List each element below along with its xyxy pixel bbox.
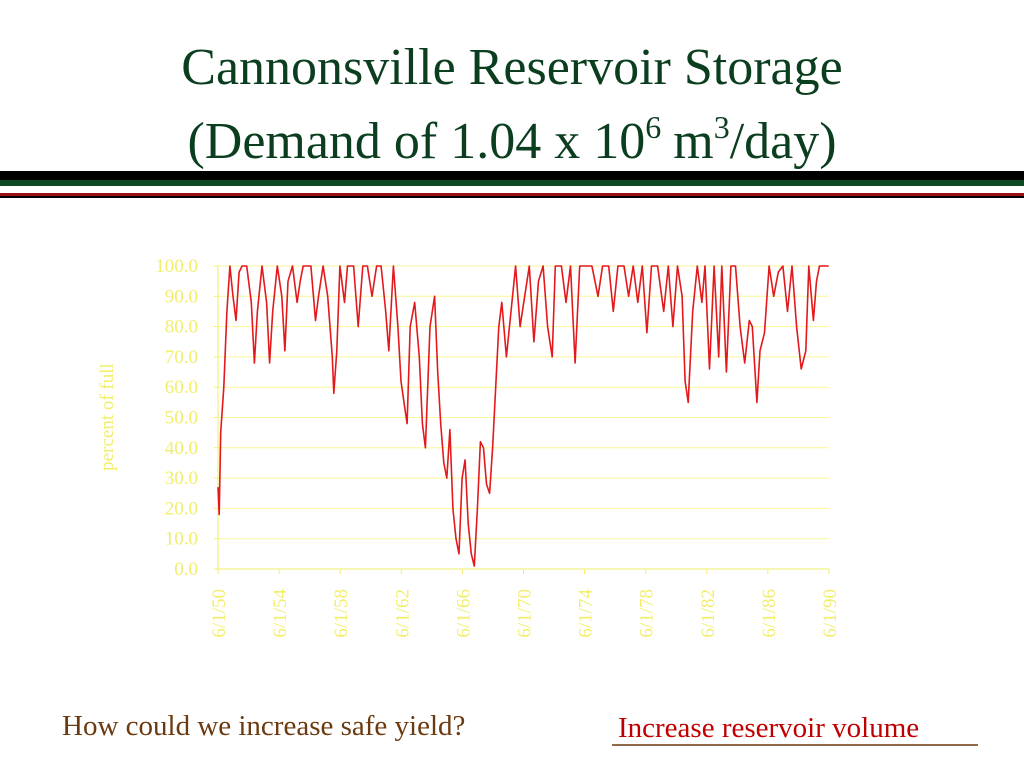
rule-green — [0, 180, 1024, 186]
x-tick-label: 6/1/82 — [698, 589, 719, 638]
x-tick-label: 6/1/70 — [515, 589, 536, 638]
title-superscript: 6 — [645, 109, 661, 145]
y-tick-label: 40.0 — [165, 438, 198, 459]
title-part: m — [673, 113, 713, 170]
rule-black — [0, 171, 1024, 180]
y-tick-label: 30.0 — [165, 468, 198, 489]
y-tick-label: 10.0 — [165, 529, 198, 550]
title-part: /day) — [730, 113, 837, 170]
x-tick-label: 6/1/74 — [576, 589, 597, 638]
rule-red — [0, 193, 1024, 196]
y-tick-label: 50.0 — [165, 408, 198, 429]
y-tick-label: 0.0 — [174, 559, 198, 580]
rule-black-thin — [0, 196, 1024, 198]
title-line-1: Cannonsville Reservoir Storage — [181, 39, 842, 96]
y-tick-label: 90.0 — [165, 286, 198, 307]
x-tick-label: 6/1/90 — [820, 589, 841, 638]
title-superscript: 3 — [714, 109, 730, 145]
x-tick-label: 6/1/50 — [209, 589, 230, 638]
x-tick-label: 6/1/54 — [270, 589, 291, 638]
y-tick-label: 80.0 — [165, 317, 198, 338]
y-tick-label: 70.0 — [165, 347, 198, 368]
storage-line — [217, 265, 829, 567]
y-axis-label: percent of full — [97, 363, 118, 471]
title-line-2: (Demand of 1.04 x 106 m3/day) — [187, 109, 836, 170]
y-tick-label: 100.0 — [155, 256, 198, 277]
x-tick-label: 6/1/62 — [392, 589, 413, 638]
x-tick-label: 6/1/66 — [453, 589, 474, 638]
answer: Increase reservoir volume — [618, 712, 919, 744]
x-tick-label: 6/1/86 — [759, 589, 780, 638]
y-tick-label: 60.0 — [165, 377, 198, 398]
title-part: (Demand of 1.04 x 10 — [187, 113, 645, 170]
x-tick-label: 6/1/78 — [637, 589, 658, 638]
x-tick-label: 6/1/58 — [331, 589, 352, 638]
question: How could we increase safe yield? — [62, 710, 465, 742]
y-tick-label: 20.0 — [165, 498, 198, 519]
